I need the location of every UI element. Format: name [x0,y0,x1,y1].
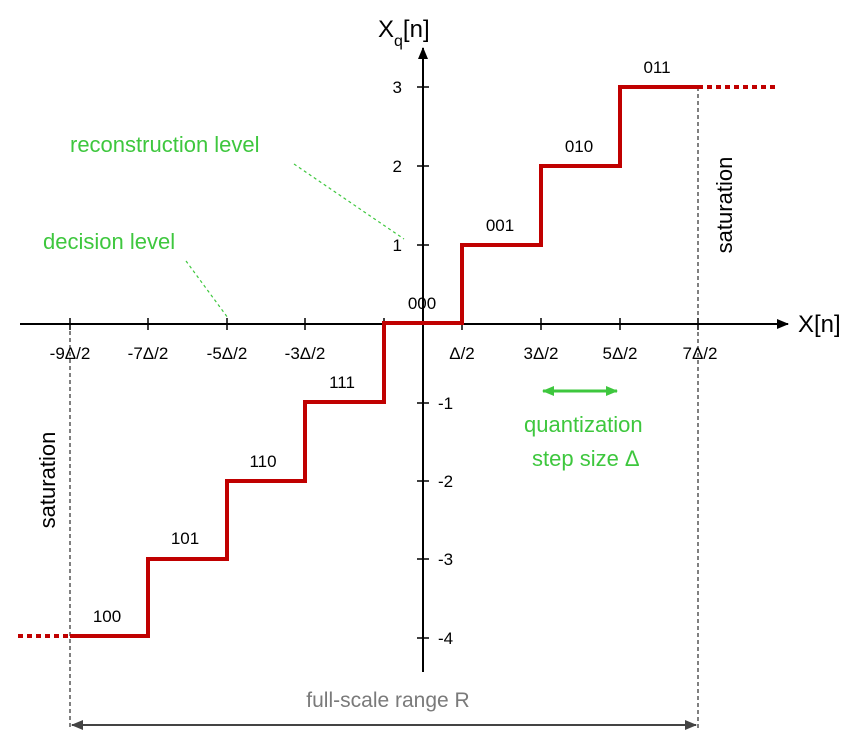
y-tick-label: 3 [393,78,402,97]
code-label: 111 [329,373,355,392]
y-tick-label: -1 [438,394,453,413]
x-tick-label: 5Δ/2 [603,344,638,363]
code-labels: 100 101 110 111 000 001 010 011 [93,58,671,626]
code-label: 000 [408,294,436,313]
y-tick-label: 1 [393,236,402,255]
x-axis-label: X[n] [798,311,841,338]
code-label: 011 [643,58,670,77]
y-ticks [417,86,429,639]
step-size-label-line2: step size Δ [532,446,640,471]
code-label: 110 [249,452,276,471]
step-size-label-line1: quantization [524,412,643,437]
code-label: 101 [171,529,199,548]
y-axis-label: Xq[n] [378,16,430,50]
code-label: 010 [565,137,593,156]
x-tick-label: -7Δ/2 [128,344,169,363]
x-tick-label: 3Δ/2 [524,344,559,363]
y-tick-labels: 3 2 1 -1 -2 -3 -4 [393,78,454,648]
x-tick-label: -5Δ/2 [207,344,248,363]
reconstruction-level-leader [293,163,405,240]
x-tick-label: Δ/2 [449,344,475,363]
x-tick-label: -3Δ/2 [285,344,326,363]
y-tick-label: 2 [393,157,402,176]
code-label: 100 [93,607,121,626]
quantizer-staircase [70,85,698,638]
decision-level-label: decision level [43,229,175,254]
code-label: 001 [486,216,514,235]
saturation-label-left: saturation [35,432,60,529]
x-tick-label: 7Δ/2 [683,344,718,363]
y-tick-label: -2 [438,472,453,491]
decision-level-leader [185,260,229,319]
y-tick-label: -3 [438,550,453,569]
full-scale-range-label: full-scale range R [306,689,469,712]
y-tick-label: -4 [438,629,453,648]
reconstruction-level-label: reconstruction level [70,132,260,157]
saturation-label-right: saturation [712,157,737,254]
